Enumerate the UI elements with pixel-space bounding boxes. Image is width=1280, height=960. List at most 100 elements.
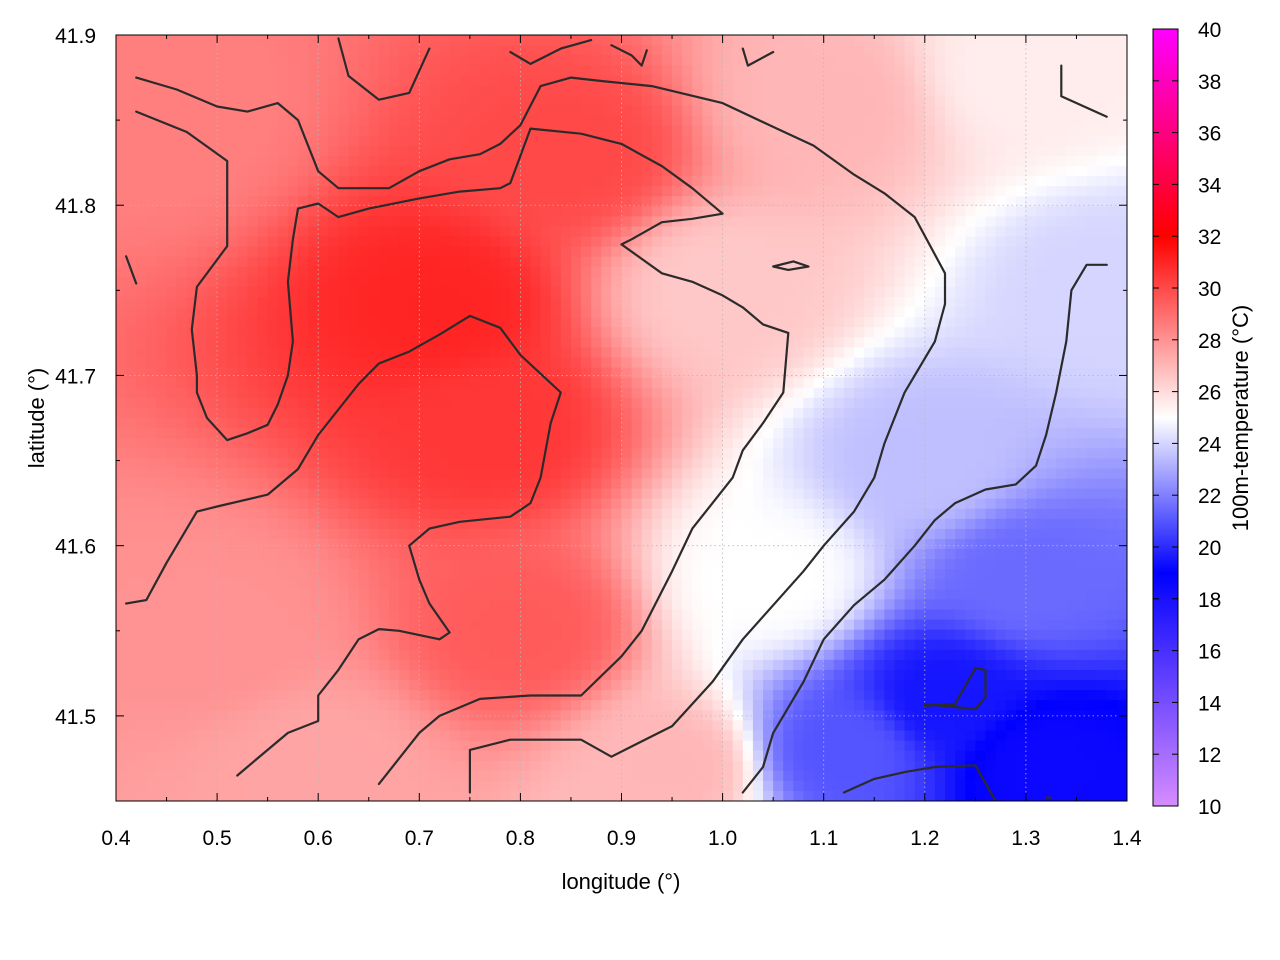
- heatmap-cell: [439, 115, 451, 127]
- heatmap-cell: [469, 186, 481, 197]
- heatmap-cell: [116, 780, 127, 792]
- heatmap-cell: [206, 115, 218, 127]
- heatmap-cell: [156, 488, 168, 500]
- heatmap-cell: [581, 700, 592, 711]
- heatmap-cell: [196, 639, 208, 651]
- heatmap-cell: [126, 297, 137, 308]
- heatmap-cell: [601, 629, 612, 641]
- heatmap-cell: [712, 246, 724, 258]
- heatmap-cell: [338, 357, 350, 369]
- heatmap-cell: [277, 347, 289, 359]
- heatmap-cell: [712, 498, 724, 510]
- heatmap-cell: [277, 226, 289, 238]
- heatmap-cell: [712, 337, 724, 349]
- heatmap-cell: [388, 569, 400, 580]
- heatmap-cell: [156, 720, 168, 732]
- heatmap-cell: [297, 65, 309, 76]
- heatmap-cell: [348, 569, 360, 580]
- heatmap-cell: [490, 397, 501, 409]
- heatmap-cell: [166, 639, 178, 651]
- heatmap-cell: [591, 549, 602, 560]
- heatmap-cell: [469, 690, 481, 701]
- heatmap-cell: [116, 397, 127, 409]
- heatmap-cell: [621, 297, 633, 308]
- heatmap-cell: [692, 730, 703, 742]
- heatmap-cell: [520, 659, 532, 671]
- heatmap-cell: [297, 508, 309, 520]
- heatmap-cell: [267, 166, 279, 177]
- heatmap-cell: [368, 680, 380, 691]
- heatmap-cell: [429, 357, 441, 369]
- heatmap-cell: [136, 75, 147, 86]
- heatmap-cell: [247, 226, 259, 238]
- heatmap-cell: [318, 559, 329, 570]
- heatmap-cell: [631, 246, 643, 258]
- heatmap-cell: [530, 65, 542, 76]
- heatmap-cell: [247, 438, 259, 449]
- heatmap-cell: [297, 307, 309, 318]
- heatmap-cell: [156, 125, 168, 137]
- heatmap-cell: [206, 569, 218, 580]
- heatmap-cell: [116, 448, 127, 459]
- heatmap-cell: [116, 549, 127, 560]
- heatmap-cell: [227, 35, 238, 46]
- heatmap-cell: [500, 649, 511, 661]
- heatmap-cell: [277, 246, 289, 258]
- heatmap-cell: [570, 508, 582, 520]
- heatmap-cell: [550, 790, 562, 801]
- heatmap-cell: [560, 75, 572, 86]
- heatmap-cell: [651, 790, 663, 801]
- heatmap-cell: [439, 256, 451, 268]
- heatmap-cell: [227, 387, 238, 399]
- heatmap-cell: [742, 448, 754, 459]
- heatmap-cell: [358, 297, 370, 308]
- heatmap-cell: [550, 508, 562, 520]
- heatmap-cell: [540, 488, 552, 500]
- heatmap-cell: [510, 649, 521, 661]
- heatmap-cell: [742, 115, 754, 127]
- heatmap-cell: [419, 85, 431, 97]
- heatmap-cell: [763, 347, 774, 359]
- heatmap-cell: [651, 95, 663, 107]
- heatmap-cell: [318, 599, 329, 611]
- heatmap-cell: [429, 579, 441, 590]
- heatmap-cell: [399, 478, 410, 490]
- heatmap-cell: [126, 659, 137, 671]
- heatmap-cell: [601, 266, 612, 278]
- heatmap-cell: [267, 176, 279, 187]
- heatmap-cell: [570, 498, 582, 510]
- heatmap-cell: [328, 549, 340, 560]
- heatmap-cell: [682, 65, 693, 76]
- heatmap-cell: [732, 135, 744, 147]
- heatmap-cell: [267, 498, 279, 510]
- heatmap-cell: [297, 569, 309, 580]
- heatmap-cell: [591, 619, 602, 631]
- heatmap-cell: [621, 155, 633, 167]
- heatmap-cell: [763, 700, 774, 711]
- heatmap-cell: [399, 549, 410, 560]
- heatmap-cell: [227, 145, 238, 157]
- heatmap-cell: [742, 508, 754, 520]
- heatmap-cell: [429, 478, 441, 490]
- heatmap-cell: [126, 206, 137, 218]
- heatmap-cell: [651, 75, 663, 86]
- heatmap-cell: [227, 125, 238, 137]
- heatmap-cell: [126, 760, 137, 772]
- heatmap-cell: [651, 226, 663, 238]
- heatmap-cell: [419, 780, 431, 792]
- heatmap-cell: [591, 599, 602, 611]
- heatmap-cell: [672, 669, 683, 681]
- heatmap-cell: [257, 538, 269, 550]
- heatmap-cell: [277, 790, 289, 801]
- heatmap-cell: [419, 579, 431, 590]
- heatmap-cell: [742, 599, 754, 611]
- heatmap-cell: [267, 418, 279, 429]
- heatmap-cell: [621, 629, 633, 641]
- heatmap-cell: [166, 105, 178, 117]
- heatmap-cell: [176, 619, 188, 631]
- heatmap-cell: [722, 115, 734, 127]
- heatmap-cell: [540, 367, 552, 379]
- heatmap-cell: [318, 105, 329, 117]
- heatmap-cell: [490, 690, 501, 701]
- heatmap-cell: [540, 730, 552, 742]
